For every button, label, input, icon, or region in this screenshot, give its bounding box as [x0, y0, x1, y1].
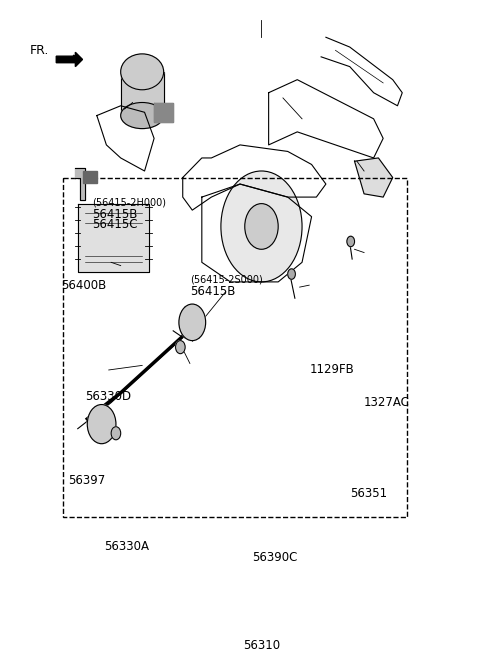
- Polygon shape: [75, 168, 85, 200]
- Polygon shape: [78, 204, 149, 272]
- Text: 56310: 56310: [243, 639, 280, 652]
- Text: (56415-2S000): (56415-2S000): [190, 275, 263, 285]
- Polygon shape: [120, 72, 164, 116]
- Text: 56351: 56351: [350, 487, 387, 501]
- Text: 1129FB: 1129FB: [309, 363, 354, 376]
- Text: FR.: FR.: [30, 44, 49, 57]
- Text: 56415B: 56415B: [190, 285, 235, 298]
- Text: 56415B: 56415B: [92, 208, 137, 221]
- Polygon shape: [56, 53, 83, 66]
- Ellipse shape: [120, 102, 164, 129]
- Bar: [63, 177, 407, 517]
- Circle shape: [87, 405, 116, 443]
- Circle shape: [179, 304, 205, 340]
- Text: (56415-2H000): (56415-2H000): [92, 197, 166, 208]
- Text: 56415C: 56415C: [92, 218, 138, 231]
- Polygon shape: [83, 171, 97, 183]
- Circle shape: [347, 237, 355, 246]
- Text: 56330A: 56330A: [104, 539, 149, 553]
- Text: 1327AC: 1327AC: [364, 396, 410, 409]
- Circle shape: [111, 427, 120, 440]
- Ellipse shape: [120, 54, 164, 90]
- Polygon shape: [154, 102, 173, 122]
- Circle shape: [176, 340, 185, 353]
- Circle shape: [245, 204, 278, 249]
- Text: 56330D: 56330D: [85, 390, 131, 403]
- Text: 56397: 56397: [68, 474, 106, 487]
- Text: 56400B: 56400B: [61, 279, 106, 292]
- Circle shape: [221, 171, 302, 282]
- Polygon shape: [355, 158, 393, 197]
- Circle shape: [288, 269, 295, 279]
- Text: 56390C: 56390C: [252, 551, 297, 564]
